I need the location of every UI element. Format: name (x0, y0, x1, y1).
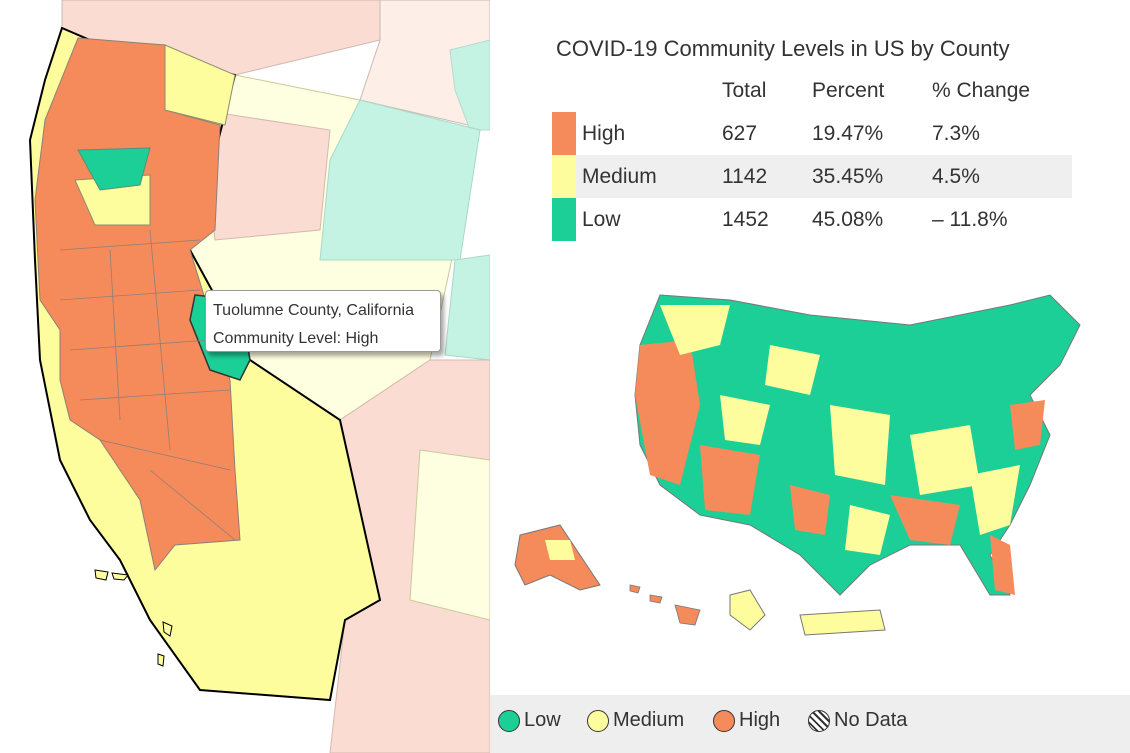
puerto-rico[interactable] (799, 609, 886, 636)
county-medium-1[interactable] (164, 44, 236, 126)
table-row-medium: Medium 1142 35.45% 4.5% (552, 155, 1072, 198)
map-legend: Low Medium High No Data (490, 695, 1130, 753)
county-low-north[interactable] (77, 147, 151, 191)
row-total: 627 (722, 121, 758, 145)
nevada-low-county[interactable] (319, 99, 481, 261)
legend-high-icon (713, 709, 735, 732)
county-tooltip: Tuolumne County, California Community Le… (205, 290, 441, 352)
row-level: High (582, 121, 626, 145)
california-county-map[interactable] (0, 0, 490, 753)
legend-no-data[interactable]: No Data (808, 709, 907, 732)
legend-low[interactable]: Low (498, 709, 561, 732)
table-row-low: Low 1452 45.08% – 11.8% (552, 198, 1072, 241)
california-high-counties[interactable] (34, 37, 241, 572)
row-percent: 45.08% (812, 207, 884, 231)
channel-island-2 (111, 572, 129, 581)
row-level: Medium (582, 155, 722, 198)
tooltip-county-name: Tuolumne County, California (213, 302, 414, 319)
hawaii[interactable] (629, 584, 701, 626)
medium-swatch (552, 155, 576, 198)
legend-low-icon (498, 709, 520, 732)
legend-high[interactable]: High (713, 709, 780, 732)
community-level-table: Total Percent % Change High 627 19.47% 7… (552, 70, 1072, 241)
channel-island-3 (162, 621, 173, 637)
us-county-patches (635, 305, 1045, 595)
legend-medium-icon (587, 709, 609, 732)
row-change: 4.5% (932, 155, 1072, 198)
arizona-medium-county[interactable] (409, 449, 490, 621)
row-percent: 35.45% (812, 155, 932, 198)
row-percent: 19.47% (812, 121, 884, 145)
header-total: Total (722, 79, 767, 102)
legend-no-data-icon (808, 709, 830, 732)
legend-medium[interactable]: Medium (587, 709, 684, 732)
us-county-map[interactable] (490, 285, 1130, 645)
header-percent: Percent (812, 79, 885, 102)
table-row-high: High 627 19.47% 7.3% (552, 112, 1072, 155)
row-total: 1142 (722, 155, 812, 198)
table-header-row: Total Percent % Change (552, 70, 1072, 112)
row-change: 7.3% (932, 121, 980, 145)
channel-island-1 (94, 569, 109, 581)
low-swatch (552, 198, 576, 241)
territory-medium[interactable] (729, 589, 766, 631)
row-change: – 11.8% (932, 207, 1008, 231)
summary-panel: COVID-19 Community Levels in US by Count… (490, 0, 1130, 753)
summary-title: COVID-19 Community Levels in US by Count… (556, 36, 1010, 61)
channel-island-4 (157, 653, 165, 667)
row-total: 1452 (722, 207, 769, 231)
row-level: Low (582, 207, 621, 231)
header-change: % Change (932, 79, 1031, 102)
high-swatch (552, 112, 576, 155)
tooltip-community-level: Community Level: High (213, 330, 379, 347)
nevada-low-county-2[interactable] (444, 254, 490, 361)
